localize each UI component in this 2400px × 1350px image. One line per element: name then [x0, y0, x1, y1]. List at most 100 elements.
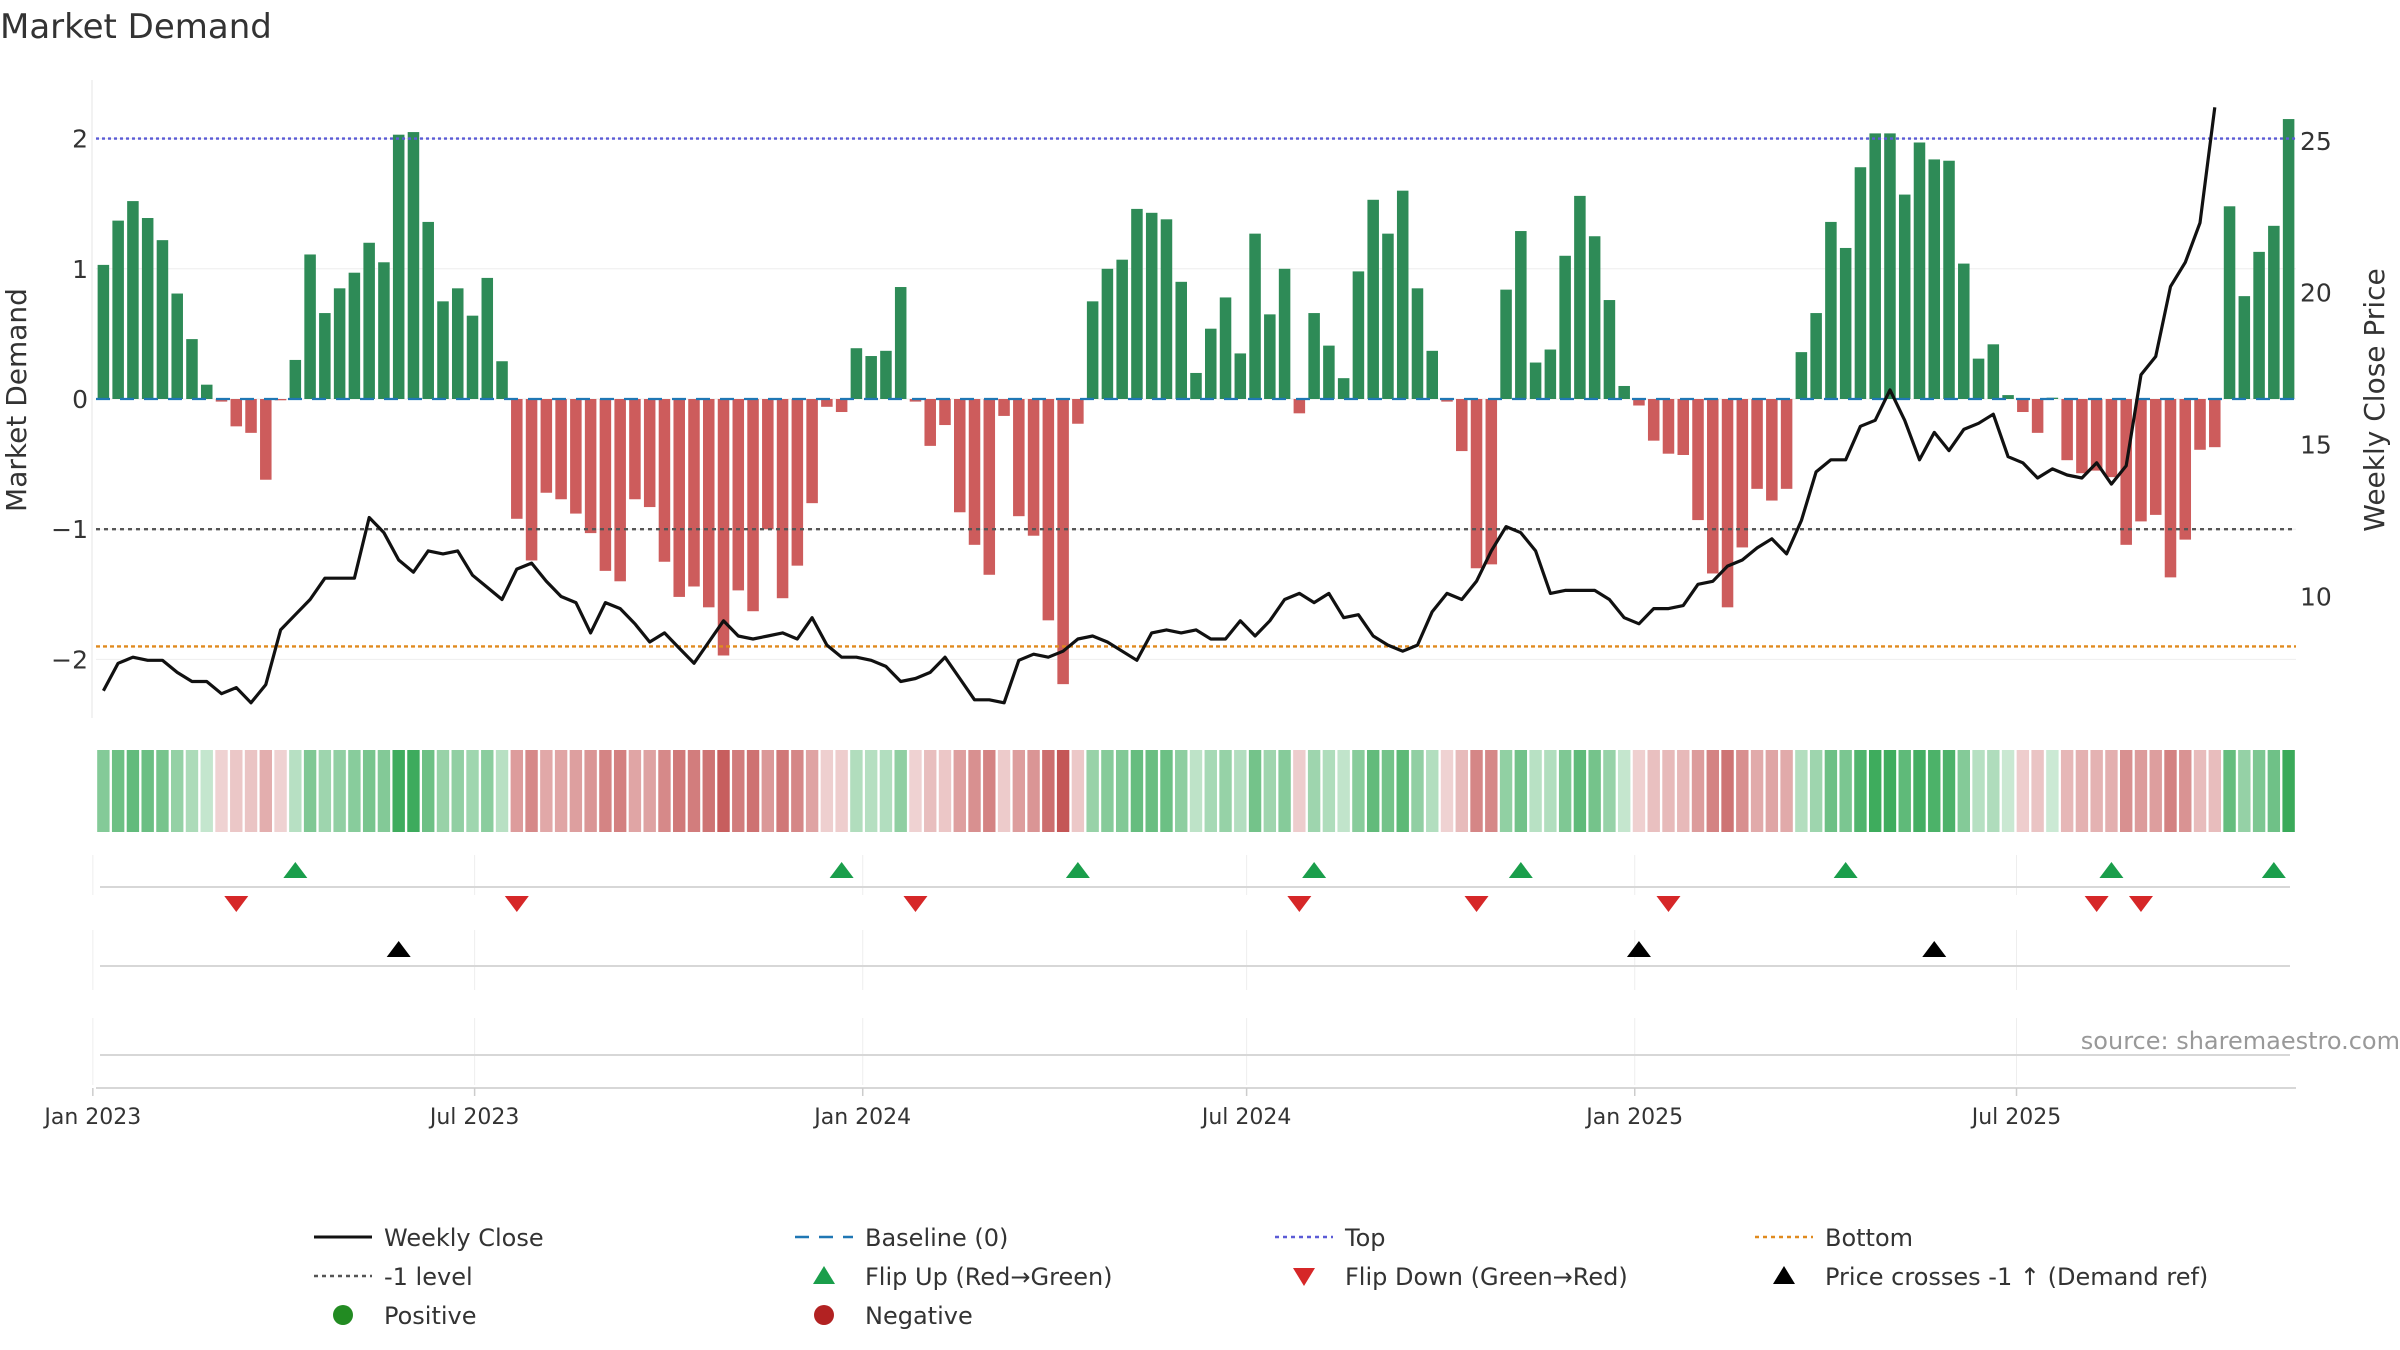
demand-bar: [1264, 314, 1276, 399]
y-tick-label: 2: [72, 125, 88, 154]
demand-bar: [1515, 231, 1527, 399]
heat-cell: [1101, 750, 1114, 832]
heat-cell: [2223, 750, 2236, 832]
heat-cell: [1130, 750, 1144, 832]
legend-label: Flip Up (Red→Green): [865, 1263, 1113, 1291]
demand-bar: [525, 399, 538, 561]
heat-cell: [2120, 750, 2133, 832]
heat-cell: [1898, 750, 1911, 832]
demand-bar: [1470, 399, 1483, 569]
heat-cell: [495, 750, 509, 832]
demand-bar: [1396, 190, 1409, 399]
heat-cell: [673, 750, 686, 832]
demand-bar: [998, 399, 1010, 416]
heat-cell: [451, 750, 464, 832]
demand-bar: [643, 399, 656, 508]
heat-cell: [1411, 750, 1424, 832]
flip-up-marker: [1833, 862, 1858, 878]
heat-cell: [1617, 750, 1631, 832]
heat-cell: [1337, 750, 1350, 832]
heat-cell: [1027, 750, 1040, 832]
demand-bar: [1647, 399, 1660, 441]
heat-cell: [820, 750, 834, 832]
demand-bar: [629, 399, 641, 500]
heat-cell: [643, 750, 656, 832]
demand-bar: [230, 399, 243, 427]
demand-bar: [1042, 399, 1055, 621]
demand-bar: [1086, 301, 1099, 399]
heat-cell: [2208, 750, 2221, 832]
heat-cell: [540, 750, 553, 832]
heat-cell: [909, 750, 922, 832]
demand-bar: [1367, 199, 1379, 399]
legend-swatch: [814, 1305, 834, 1325]
demand-bar: [392, 134, 405, 399]
y2-axis-ticks: 10 15 20 25: [2300, 127, 2332, 612]
demand-bar: [2282, 119, 2295, 400]
flip-up-marker: [1508, 862, 1533, 878]
heat-cell: [126, 750, 140, 832]
demand-bar: [954, 399, 966, 513]
demand-bar: [1072, 399, 1084, 424]
heat-cell: [1470, 750, 1483, 832]
heat-cell: [1854, 750, 1867, 832]
flip-markers-panel: [92, 855, 2290, 912]
heat-cell: [569, 750, 583, 832]
heat-cell: [850, 750, 863, 832]
heat-cell: [422, 750, 435, 832]
demand-bar: [1854, 167, 1867, 399]
demand-bar: [407, 132, 420, 399]
demand-bar: [1234, 353, 1247, 399]
heat-cell: [407, 750, 420, 832]
heat-cell: [2282, 750, 2295, 832]
demand-bar: [156, 240, 169, 399]
heat-cell: [318, 750, 332, 832]
demand-bar: [1588, 236, 1601, 399]
heat-cell: [1293, 750, 1306, 832]
heat-cell: [510, 750, 524, 832]
heat-cell: [1322, 750, 1336, 832]
heat-cell: [1189, 750, 1203, 832]
heat-cell: [1278, 750, 1291, 832]
heat-cell: [938, 750, 952, 832]
demand-bar: [1943, 160, 1955, 399]
heat-cell: [613, 750, 627, 832]
legend-label: Top: [1344, 1224, 1386, 1252]
demand-bar: [1485, 399, 1498, 565]
demand-bar: [1839, 247, 1852, 399]
reference-lines: [96, 137, 2296, 648]
demand-bar: [880, 350, 892, 399]
flip-down-marker: [504, 896, 529, 912]
x-tick-label: Jan 2024: [812, 1105, 911, 1130]
demand-bar: [688, 399, 700, 587]
heat-cell: [1750, 750, 1764, 832]
heat-cell: [1736, 750, 1749, 832]
heat-cell: [2134, 750, 2148, 832]
heat-cell: [1824, 750, 1838, 832]
heat-cell: [525, 750, 538, 832]
legend-label: Weekly Close: [384, 1224, 544, 1252]
heat-cell: [1366, 750, 1380, 832]
flip-down-marker: [1656, 896, 1681, 912]
heat-cell: [702, 750, 715, 832]
demand-bar: [97, 264, 110, 399]
demand-bar: [2238, 296, 2251, 399]
heat-cell: [791, 750, 804, 832]
demand-bar: [2105, 399, 2118, 478]
demand-bar: [791, 399, 804, 566]
demand-bar: [1751, 399, 1763, 489]
heat-cell: [1883, 750, 1897, 832]
heat-cell: [835, 750, 848, 832]
heat-cell: [1499, 750, 1513, 832]
demand-bar: [702, 399, 715, 608]
heat-cell: [1647, 750, 1660, 832]
demand-bar: [1869, 133, 1881, 399]
demand-bar: [451, 288, 464, 399]
demand-bar: [437, 301, 449, 399]
heat-cell: [230, 750, 243, 832]
demand-bar: [304, 254, 316, 399]
demand-bar: [821, 399, 833, 407]
demand-bar: [1913, 142, 1926, 399]
heat-cell: [200, 750, 213, 832]
demand-bar: [496, 361, 508, 399]
